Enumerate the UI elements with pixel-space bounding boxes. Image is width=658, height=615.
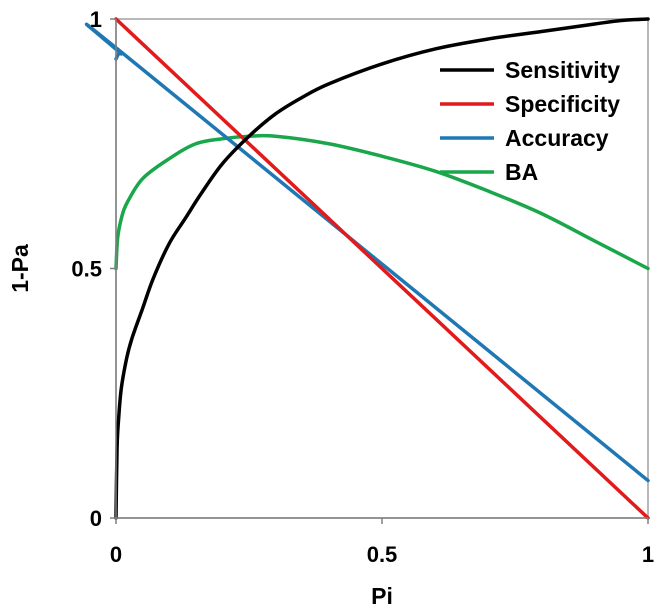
x-axis-ticks: 0 0.5 1	[110, 518, 654, 567]
legend-label-accuracy: Accuracy	[505, 125, 609, 151]
y-tick-label: 0	[90, 506, 102, 531]
series-line-accuracy	[84, 22, 650, 483]
x-tick-label: 0	[110, 542, 122, 567]
x-tick-label: 0.5	[367, 542, 398, 567]
legend: Sensitivity Specificity Accuracy BA	[440, 57, 620, 185]
legend-label-ba: BA	[505, 159, 538, 185]
series-layer	[84, 17, 650, 520]
y-axis-label: 1-Pa	[7, 244, 33, 293]
y-tick-label: 0.5	[71, 257, 102, 282]
series-line-specificity	[114, 17, 650, 520]
x-tick-label: 1	[642, 542, 654, 567]
legend-label-specificity: Specificity	[505, 91, 620, 117]
legend-label-sensitivity: Sensitivity	[505, 57, 620, 83]
y-tick-label: 1	[90, 7, 102, 32]
x-axis-label: Pi	[371, 583, 393, 609]
series-line-sensitivity	[114, 17, 650, 520]
y-axis-ticks: 00.51	[71, 7, 116, 531]
